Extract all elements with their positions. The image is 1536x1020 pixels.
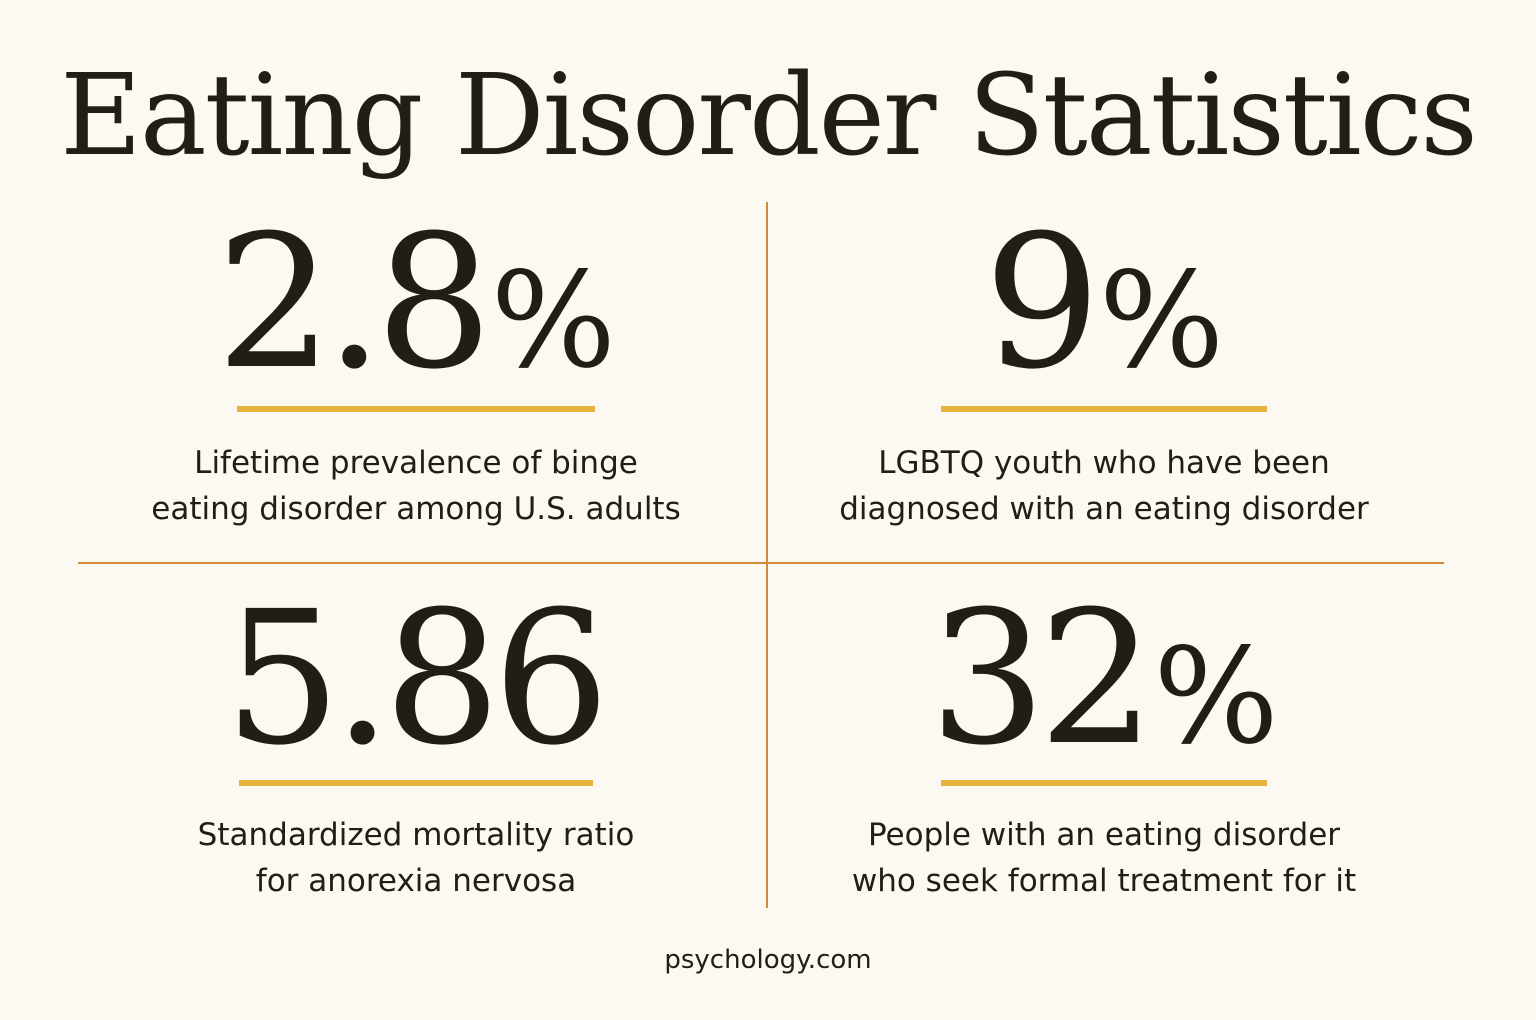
stat-unit: %: [490, 244, 617, 398]
stat-unit: %: [1098, 244, 1225, 398]
stat-label-line: Lifetime prevalence of binge: [194, 445, 638, 481]
source-credit: psychology.com: [664, 945, 872, 975]
stat-underline: [239, 780, 593, 786]
stat-number: 9: [983, 196, 1101, 410]
stat-label: Lifetime prevalence of binge eating diso…: [86, 440, 746, 532]
stat-number: 32: [929, 572, 1155, 786]
stat-label-line: People with an eating disorder: [867, 817, 1341, 853]
stat-label-line: LGBTQ youth who have been: [878, 445, 1330, 481]
stat-card-treatment-seeking: 32% People with an eating disorder who s…: [774, 584, 1434, 904]
stat-number: 5.86: [224, 572, 610, 786]
stat-value: 9%: [774, 208, 1434, 398]
stat-label-line: who seek formal treatment for it: [851, 863, 1357, 899]
stat-underline: [237, 406, 595, 412]
stat-value: 5.86: [86, 584, 746, 774]
stat-card-lgbtq-youth: 9% LGBTQ youth who have been diagnosed w…: [774, 208, 1434, 532]
stat-card-binge-prevalence: 2.8% Lifetime prevalence of binge eating…: [86, 208, 746, 532]
stat-label-line: for anorexia nervosa: [255, 863, 577, 899]
stat-label: Standardized mortality ratio for anorexi…: [86, 812, 746, 904]
stat-label: LGBTQ youth who have been diagnosed with…: [774, 440, 1434, 532]
stat-number: 2.8: [215, 196, 493, 410]
stat-label-line: diagnosed with an eating disorder: [839, 491, 1369, 527]
vertical-divider: [766, 202, 768, 908]
stat-label-line: Standardized mortality ratio: [197, 817, 635, 853]
stat-underline: [941, 780, 1267, 786]
horizontal-divider: [78, 562, 1444, 564]
stat-value: 2.8%: [86, 208, 746, 398]
stat-value: 32%: [774, 584, 1434, 774]
stat-unit: %: [1153, 620, 1279, 774]
stat-underline: [941, 406, 1267, 412]
stat-label: People with an eating disorder who seek …: [774, 812, 1434, 904]
stat-label-line: eating disorder among U.S. adults: [151, 491, 681, 527]
stat-card-mortality-ratio: 5.86 Standardized mortality ratio for an…: [86, 584, 746, 904]
page-title: Eating Disorder Statistics: [60, 51, 1478, 181]
